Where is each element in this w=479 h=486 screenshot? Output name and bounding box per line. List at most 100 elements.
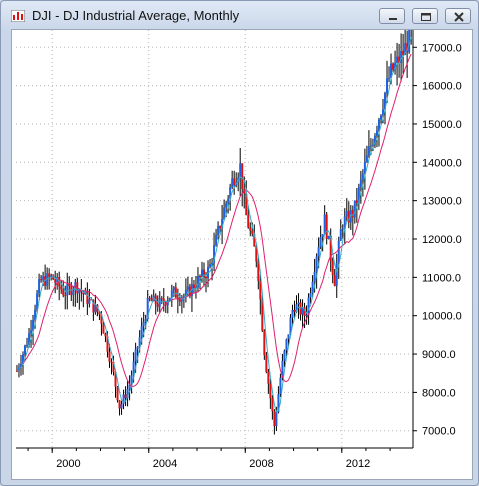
up-candle xyxy=(211,262,214,265)
up-candle xyxy=(297,302,300,305)
up-candle xyxy=(229,187,232,199)
down-candle xyxy=(156,304,159,307)
up-candle xyxy=(390,63,393,79)
up-candle xyxy=(359,179,362,187)
up-candle xyxy=(227,198,230,204)
up-candle xyxy=(166,301,169,306)
up-candle xyxy=(315,256,318,272)
down-candle xyxy=(92,299,95,313)
down-candle xyxy=(80,289,83,292)
up-candle xyxy=(172,287,175,291)
down-candle xyxy=(96,304,99,312)
up-candle xyxy=(38,279,41,294)
up-candle xyxy=(353,200,356,218)
down-candle xyxy=(243,189,246,194)
up-candle xyxy=(339,229,342,241)
up-candle xyxy=(343,216,346,229)
down-candle xyxy=(333,275,336,286)
up-candle xyxy=(365,155,368,162)
up-candle xyxy=(381,109,384,116)
down-candle xyxy=(68,284,71,286)
up-candle xyxy=(200,269,203,278)
down-candle xyxy=(112,361,115,373)
down-candle xyxy=(114,372,117,387)
close-button[interactable] xyxy=(445,8,471,24)
down-candle xyxy=(406,43,409,53)
up-candle xyxy=(367,146,370,156)
minimize-button[interactable] xyxy=(379,8,405,24)
down-candle xyxy=(233,178,236,186)
up-candle xyxy=(287,334,290,340)
down-candle xyxy=(267,371,270,384)
down-candle xyxy=(188,286,191,297)
down-candle xyxy=(329,235,332,261)
down-candle xyxy=(116,386,119,401)
up-candle xyxy=(19,363,22,368)
up-candle xyxy=(136,346,139,350)
down-candle xyxy=(62,289,65,296)
down-candle xyxy=(40,279,43,281)
title-bar[interactable]: DJI - DJ Industrial Average, Monthly xyxy=(1,1,478,31)
down-candle xyxy=(90,299,93,301)
up-candle xyxy=(321,234,324,238)
down-candle xyxy=(102,323,105,334)
down-candle xyxy=(273,411,276,426)
down-candle xyxy=(44,276,47,286)
down-candle xyxy=(162,298,165,303)
down-candle xyxy=(160,298,163,300)
up-candle xyxy=(196,276,199,288)
up-candle xyxy=(341,228,344,230)
down-candle xyxy=(249,227,252,231)
up-candle xyxy=(130,375,133,385)
down-candle xyxy=(64,295,67,297)
up-candle xyxy=(313,271,316,282)
x-tick-label: 2012 xyxy=(346,458,370,470)
restore-button[interactable] xyxy=(412,8,438,24)
down-candle xyxy=(293,309,296,312)
down-candle xyxy=(148,297,151,299)
up-candle xyxy=(30,330,33,334)
up-candle xyxy=(126,389,129,398)
up-candle xyxy=(122,394,125,405)
restore-icon xyxy=(421,13,431,21)
up-candle xyxy=(158,298,161,307)
up-candle xyxy=(394,63,397,70)
up-candle xyxy=(357,186,360,204)
up-candle xyxy=(28,333,31,346)
down-candle xyxy=(150,298,153,301)
chart-area[interactable]: 7000.0 8000.0 9000.0 10000.0 11000.0 12000.0 1… xyxy=(11,29,473,480)
down-candle xyxy=(255,246,258,262)
up-candle xyxy=(225,203,228,208)
candle-layer xyxy=(15,30,411,426)
up-candle xyxy=(361,173,364,180)
down-candle xyxy=(86,290,89,304)
up-candle xyxy=(190,284,193,297)
up-candle xyxy=(50,275,53,277)
up-candle xyxy=(221,219,224,229)
down-candle xyxy=(60,286,63,290)
close-icon xyxy=(454,12,464,22)
up-candle xyxy=(142,322,145,327)
up-candle xyxy=(371,144,374,146)
down-candle xyxy=(219,226,222,229)
up-candle xyxy=(275,412,278,426)
down-candle xyxy=(398,56,401,64)
up-candle xyxy=(134,349,137,362)
down-candle xyxy=(106,336,109,352)
up-candle xyxy=(404,43,407,55)
down-candle xyxy=(98,311,101,315)
price-chart[interactable]: 7000.0 8000.0 9000.0 10000.0 11000.0 12000.0 1… xyxy=(12,30,472,479)
up-candle xyxy=(66,284,69,296)
y-tick-label: 8000.0 xyxy=(422,387,456,399)
up-candle xyxy=(128,384,131,390)
moving-average-layer xyxy=(16,37,412,413)
up-candle xyxy=(24,345,27,355)
up-candle xyxy=(289,317,292,335)
y-tick-label: 7000.0 xyxy=(422,426,456,438)
down-candle xyxy=(176,297,179,300)
up-candle xyxy=(375,130,378,136)
up-candle xyxy=(283,350,286,361)
down-candle xyxy=(331,260,334,276)
up-candle xyxy=(396,56,399,64)
down-candle xyxy=(108,351,111,362)
